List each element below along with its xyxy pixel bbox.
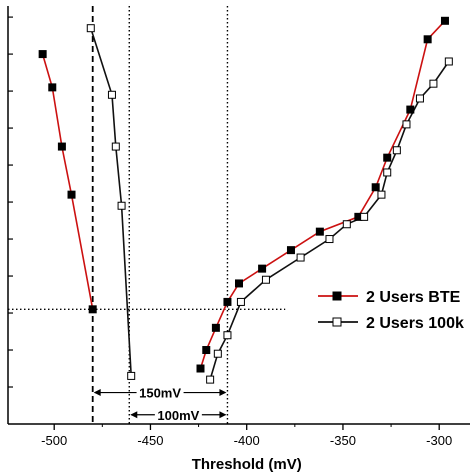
series-0-point	[440, 16, 449, 25]
legend-label-1: 2 Users 100k	[366, 315, 464, 332]
series-0-point	[371, 183, 380, 192]
series-1-point	[342, 220, 351, 229]
series-1-point	[111, 142, 120, 151]
series-1-point	[127, 371, 136, 380]
series-1-point	[429, 79, 438, 88]
span-label-background-0	[136, 384, 184, 401]
legend-marker-0	[332, 291, 342, 301]
series-1-point	[325, 235, 334, 244]
series-0-point	[211, 323, 220, 332]
series-0-line-1	[199, 20, 446, 369]
series-0-point	[286, 246, 295, 255]
series-1-point	[360, 212, 369, 221]
series-0-point	[383, 153, 392, 162]
series-1-point	[377, 190, 386, 199]
series-0-point	[48, 83, 57, 92]
span-arrow-head-left-0	[93, 389, 101, 397]
series-0-point	[67, 190, 76, 199]
x-tick-label: -350	[330, 433, 356, 448]
span-label-background-1	[154, 406, 202, 423]
data-series	[38, 16, 453, 384]
series-1-point	[213, 349, 222, 358]
x-tick-label: -450	[137, 433, 163, 448]
series-0-point	[38, 50, 47, 59]
series-0-point	[258, 264, 267, 273]
span-label-0: 150mV	[139, 386, 181, 401]
series-1-point	[107, 90, 116, 99]
series-1-point	[223, 331, 232, 340]
series-1-point	[86, 24, 95, 33]
axes: -500 -450 -400 -350 -300 Threshold (mV)	[7, 6, 470, 473]
reference-lines	[8, 6, 286, 424]
series-1-point	[415, 94, 424, 103]
series-1-point	[444, 57, 453, 66]
series-0-point	[57, 142, 66, 151]
series-1-point	[117, 201, 126, 210]
series-0-line-0	[41, 53, 94, 310]
series-1-point	[383, 168, 392, 177]
series-1-point	[206, 375, 215, 384]
series-1-point	[236, 297, 245, 306]
series-0-point	[223, 297, 232, 306]
series-0-point	[202, 346, 211, 355]
series-0-point	[423, 35, 432, 44]
span-arrow-head-left-1	[130, 411, 138, 419]
legend-marker-1	[332, 317, 342, 327]
series-1-point	[296, 253, 305, 262]
series-1-point	[261, 275, 270, 284]
series-0-point	[315, 227, 324, 236]
series-0-point	[196, 364, 205, 373]
legend-label-0: 2 Users BTE	[366, 289, 461, 306]
series-0-point	[235, 279, 243, 288]
x-tick-label: -300	[426, 433, 452, 448]
x-tick-label: -400	[234, 433, 260, 448]
series-1-point	[392, 146, 401, 155]
span-arrow-head-right-1	[219, 411, 227, 419]
span-arrow-head-right-0	[219, 389, 227, 397]
series-1-point	[402, 120, 411, 129]
span-label-1: 100mV	[157, 408, 199, 423]
legend: 2 Users BTE 2 Users 100k	[318, 289, 464, 332]
x-tick-label: -500	[41, 433, 67, 448]
series-0-point	[406, 105, 415, 114]
series-0-point	[88, 305, 97, 314]
x-axis-title: Threshold (mV)	[192, 456, 302, 473]
span-annotations: 150mV 100mV	[93, 384, 227, 423]
